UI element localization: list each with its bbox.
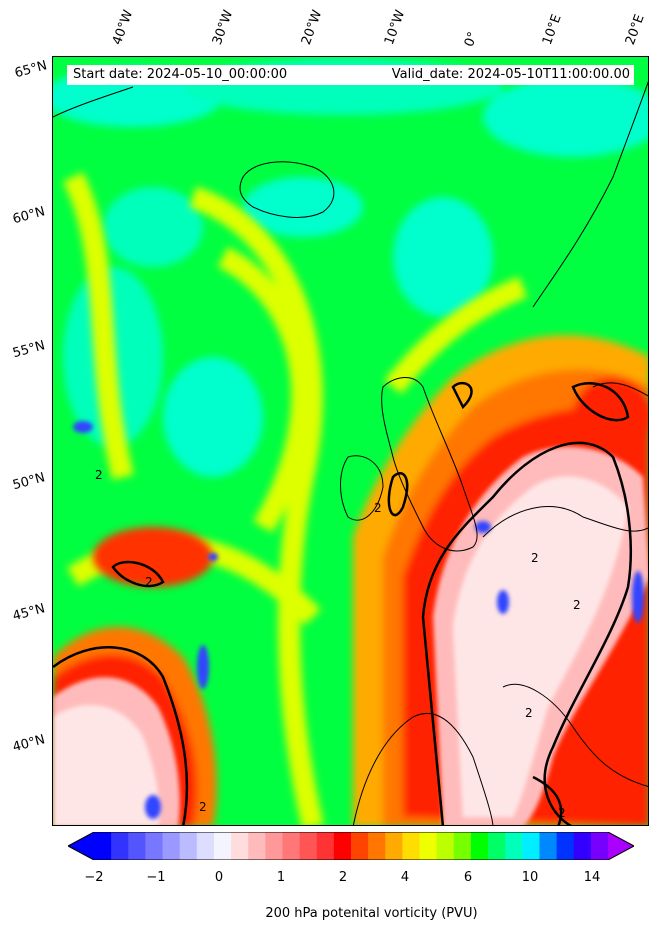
colorbar-segment [299,832,318,860]
colorbar-segment [94,832,112,860]
longitude-label: 10°E [539,12,565,48]
colorbar-tick-label: 4 [400,870,410,885]
colorbar [68,832,634,860]
colorbar-label: 200 hPa potenital vorticity (PVU) [265,906,478,921]
colorbar-tick-label: 2 [338,870,348,885]
colorbar-tick-label: 10 [521,870,539,885]
colorbar-segment [248,832,266,860]
colorbar-segment [265,832,283,860]
iceland-coast [239,161,335,218]
latitude-label: 45°N [11,601,47,625]
norway-coast [532,81,648,308]
colorbar-segment [573,832,592,860]
contour-labels: 2 2 2 2 2 2 2 2 [95,468,581,820]
negative-pv-blobs [73,421,644,819]
coastlines [53,81,648,825]
colorbar-tick-label: 6 [463,870,473,885]
latitude-label: 55°N [11,338,47,362]
valid-date-label: Valid_date: 2024-05-10T11:00:00.00 [391,67,630,82]
colorbar-segment [145,832,164,860]
colorbar-segment [351,832,369,860]
colorbar-tick-label: 0 [214,870,224,885]
start-date-label: Start date: 2024-05-10_00:00:00 [73,67,288,82]
potential-vorticity-field: 2 2 2 2 2 2 2 2 [53,57,648,825]
contour-label: 2 [199,800,207,814]
colorbar-segment [196,832,215,860]
longitude-label: 20°E [622,12,648,48]
colorbar-segment [282,832,301,860]
colorbar-segment [368,832,386,860]
contour-label: 2 [95,468,103,482]
pv-2-contours [53,381,633,825]
contour-label: 2 [525,706,533,720]
contour-label: 2 [145,575,153,589]
british-isles-coast [381,377,478,552]
latitude-label: 40°N [11,732,47,756]
latitude-label: 50°N [11,470,47,494]
longitude-label: 10°W [381,8,409,47]
colorbar-segment [419,832,438,860]
colorbar-segment [453,832,472,860]
colorbar-segment [111,832,129,860]
colorbar-segment [385,832,403,860]
colorbar-segment [179,832,198,860]
colorbar-segment [556,832,575,860]
longitude-label: 30°W [209,8,237,47]
colorbar-segment [522,832,540,860]
colorbar-segment [231,832,249,860]
iberia-coast [352,712,494,825]
colorbar-tick-label: 1 [276,870,286,885]
colorbar-tick-label: −1 [146,870,166,885]
colorbar-tick-label: −2 [84,870,104,885]
colorbar-segment [128,832,146,860]
colorbar-segment [470,832,489,860]
mediterranean-coast [502,683,648,787]
contour-label: 2 [558,806,566,820]
contour-label: 2 [531,551,539,565]
longitude-label: 0° [461,29,482,49]
colorbar-tick-label: 14 [583,870,601,885]
longitude-label: 40°W [109,8,137,47]
continental-coast [482,506,648,538]
colorbar-segment [488,832,506,860]
colorbar-segment [213,832,232,860]
map-panel: 2 2 2 2 2 2 2 2 [52,56,649,826]
colorbar-segment [539,832,558,860]
colorbar-segment [590,832,609,860]
date-header: Start date: 2024-05-10_00:00:00 Valid_da… [67,65,634,85]
contour-label: 2 [573,598,581,612]
colorbar-segment [505,832,523,860]
colorbar-extend-high [608,832,634,860]
longitude-label: 20°W [298,8,326,47]
high-pv-core [53,446,648,825]
latitude-label: 60°N [11,204,47,228]
colorbar-segment [333,832,352,860]
colorbar-segment [436,832,455,860]
colorbar-extend-low [68,832,94,860]
latitude-label: 65°N [13,58,49,82]
colorbar-segment [162,832,181,860]
contour-label: 2 [374,501,382,515]
colorbar-segment [316,832,335,860]
denmark-coast [592,382,648,397]
greenland-coast [53,86,134,118]
colorbar-segment [402,832,421,860]
ireland-coast [340,455,384,521]
